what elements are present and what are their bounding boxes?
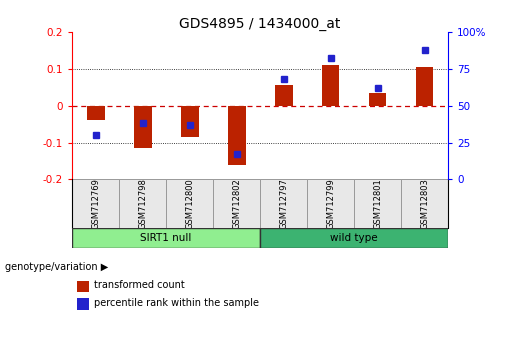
Text: GSM712801: GSM712801 xyxy=(373,178,382,229)
Bar xyxy=(181,105,198,137)
Text: wild type: wild type xyxy=(330,233,378,243)
Bar xyxy=(228,105,246,165)
Bar xyxy=(416,67,434,105)
Text: GSM712802: GSM712802 xyxy=(232,178,241,229)
Bar xyxy=(274,85,293,105)
Text: GSM712800: GSM712800 xyxy=(185,178,194,229)
Bar xyxy=(87,105,105,120)
Text: GSM712769: GSM712769 xyxy=(91,178,100,229)
Bar xyxy=(260,179,307,228)
Bar xyxy=(401,179,448,228)
Text: GSM712803: GSM712803 xyxy=(420,178,429,229)
Text: transformed count: transformed count xyxy=(94,280,184,290)
Bar xyxy=(369,93,386,105)
Bar xyxy=(213,179,260,228)
Bar xyxy=(307,179,354,228)
Text: GSM712798: GSM712798 xyxy=(138,178,147,229)
Text: genotype/variation ▶: genotype/variation ▶ xyxy=(5,262,108,272)
Bar xyxy=(134,105,151,148)
Text: GSM712799: GSM712799 xyxy=(326,178,335,229)
Bar xyxy=(119,179,166,228)
Bar xyxy=(166,179,213,228)
Bar xyxy=(260,228,448,248)
Bar xyxy=(322,65,339,105)
Bar xyxy=(72,179,119,228)
Bar xyxy=(72,228,260,248)
Text: SIRT1 null: SIRT1 null xyxy=(141,233,192,243)
Bar xyxy=(354,179,401,228)
Text: GSM712797: GSM712797 xyxy=(279,178,288,229)
Title: GDS4895 / 1434000_at: GDS4895 / 1434000_at xyxy=(179,17,341,31)
Text: percentile rank within the sample: percentile rank within the sample xyxy=(94,298,259,308)
